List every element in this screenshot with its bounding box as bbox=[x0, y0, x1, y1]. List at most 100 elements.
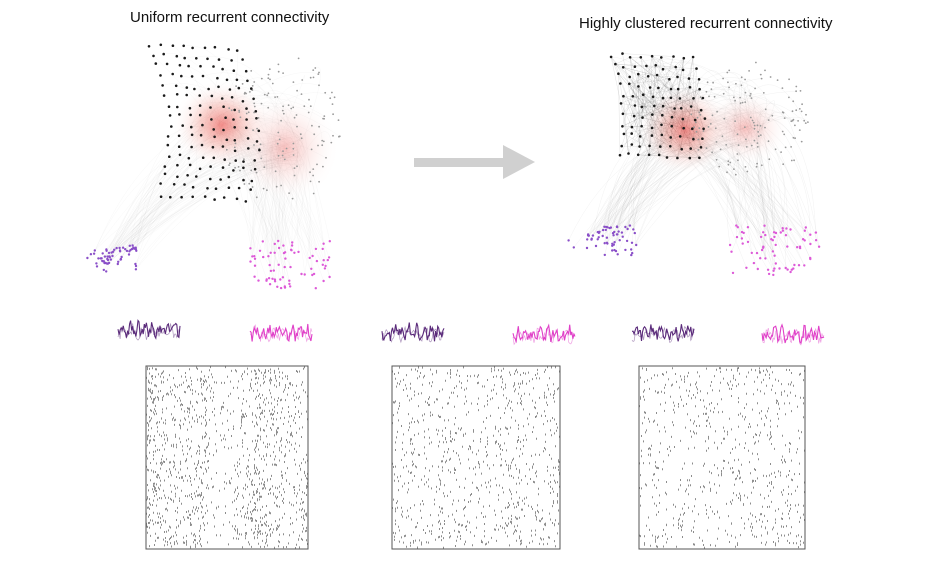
network-node-purple bbox=[586, 233, 590, 236]
network-node-grey bbox=[735, 82, 737, 85]
raster-spikes-bottom bbox=[392, 457, 560, 549]
network-node-black bbox=[698, 156, 701, 160]
network-node-black bbox=[253, 167, 257, 171]
network-node-grey bbox=[253, 102, 256, 105]
network-node-black bbox=[619, 102, 623, 105]
network-node-black bbox=[198, 113, 202, 117]
network-node-black bbox=[183, 183, 186, 186]
activity-trace-pink bbox=[761, 323, 825, 345]
network-node-grey bbox=[705, 147, 708, 150]
network-node-purple bbox=[120, 255, 123, 259]
network-node-black bbox=[676, 75, 679, 79]
network-node-pink bbox=[249, 260, 252, 263]
network-node-grey bbox=[769, 76, 772, 78]
network-node-black bbox=[224, 116, 227, 119]
network-node-black bbox=[253, 159, 256, 162]
network-node-grey bbox=[693, 126, 695, 129]
network-node-pink bbox=[297, 250, 300, 254]
network-node-grey bbox=[278, 138, 281, 141]
network-node-black bbox=[632, 114, 636, 118]
network-node-grey bbox=[277, 154, 280, 157]
network-node-pink bbox=[752, 261, 756, 265]
network-node-grey bbox=[299, 133, 302, 136]
network-node-grey bbox=[743, 126, 746, 129]
network-node-pink bbox=[803, 239, 806, 242]
network-node-grey bbox=[233, 146, 236, 149]
network-node-grey bbox=[292, 142, 295, 145]
network-node-black bbox=[630, 132, 633, 135]
network-node-grey bbox=[803, 119, 806, 122]
network-node-grey bbox=[243, 183, 246, 185]
network-node-purple bbox=[124, 248, 127, 251]
network-node-black bbox=[622, 94, 625, 98]
network-node-purple bbox=[572, 246, 575, 249]
network-node-black bbox=[668, 77, 671, 81]
network-node-grey bbox=[331, 91, 333, 94]
network-node-black bbox=[191, 46, 194, 50]
network-node-grey bbox=[266, 94, 269, 97]
network-node-black bbox=[217, 58, 221, 61]
network-node-grey bbox=[715, 141, 718, 143]
activity-trace-purple-faint bbox=[381, 325, 445, 344]
network-node-black bbox=[653, 104, 656, 108]
network-node-black bbox=[227, 175, 231, 179]
network-node-pink bbox=[728, 243, 732, 247]
network-node-black bbox=[187, 64, 190, 68]
network-node-black bbox=[227, 186, 231, 189]
network-node-purple bbox=[608, 226, 611, 230]
network-node-grey bbox=[757, 135, 760, 138]
network-node-black bbox=[660, 123, 663, 127]
cluster-edge bbox=[623, 57, 662, 97]
network-node-grey bbox=[755, 61, 757, 64]
network-node-black bbox=[233, 108, 236, 112]
network-node-pink bbox=[736, 226, 739, 229]
network-node-black bbox=[648, 144, 651, 148]
network-node-purple bbox=[621, 235, 624, 238]
network-node-purple bbox=[93, 249, 97, 252]
network-node-grey bbox=[756, 162, 758, 165]
network-node-grey bbox=[288, 192, 290, 195]
network-node-grey bbox=[699, 96, 702, 98]
network-node-pink bbox=[271, 277, 274, 280]
network-node-grey bbox=[322, 165, 324, 168]
network-node-grey bbox=[698, 127, 701, 130]
network-node-pink bbox=[803, 264, 806, 267]
network-node-grey bbox=[780, 151, 782, 154]
network-node-purple bbox=[119, 258, 122, 261]
network-node-grey bbox=[321, 139, 324, 142]
network-node-black bbox=[185, 93, 188, 97]
network-node-grey bbox=[764, 108, 767, 111]
network-node-black bbox=[699, 146, 703, 149]
network-node-pink bbox=[321, 263, 324, 266]
network-node-grey bbox=[798, 108, 801, 110]
network-node-pink bbox=[277, 239, 280, 243]
network-node-purple bbox=[613, 241, 616, 244]
network-node-purple bbox=[618, 239, 621, 242]
network-node-grey bbox=[751, 119, 754, 122]
network-node-black bbox=[701, 137, 704, 140]
network-node-grey bbox=[729, 161, 732, 164]
network-node-grey bbox=[804, 122, 807, 124]
network-node-black bbox=[647, 153, 651, 157]
network-node-grey bbox=[274, 96, 276, 98]
network-node-grey bbox=[807, 121, 809, 123]
network-node-grey bbox=[228, 164, 231, 167]
network-node-black bbox=[222, 128, 225, 132]
network-node-pink bbox=[265, 279, 268, 282]
network-node-black bbox=[152, 54, 155, 58]
network-node-grey bbox=[257, 117, 260, 119]
network-node-grey bbox=[309, 105, 312, 108]
network-node-pink bbox=[809, 233, 812, 236]
network-node-pink bbox=[774, 262, 777, 265]
network-node-grey bbox=[313, 133, 316, 136]
network-node-grey bbox=[314, 67, 317, 69]
network-node-black bbox=[638, 135, 642, 138]
network-node-pink bbox=[771, 239, 774, 242]
network-node-grey bbox=[269, 78, 271, 81]
network-node-black bbox=[237, 186, 241, 190]
network-node-black bbox=[211, 145, 215, 149]
network-node-purple bbox=[631, 251, 634, 255]
network-node-black bbox=[681, 68, 685, 72]
network-node-grey bbox=[797, 120, 799, 122]
network-node-black bbox=[209, 177, 212, 181]
